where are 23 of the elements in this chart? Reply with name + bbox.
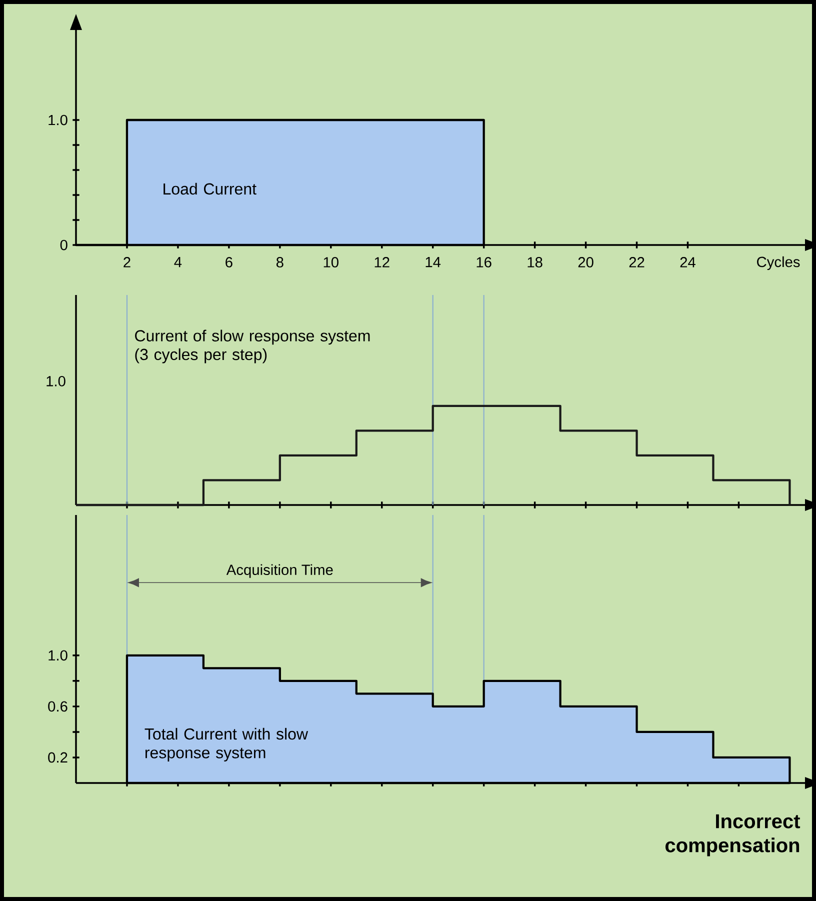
x-tick-label: 12 bbox=[374, 257, 390, 268]
series-label: Load Current bbox=[164, 182, 256, 195]
x-tick-label: 2 bbox=[124, 257, 130, 268]
x-tick-label: 8 bbox=[276, 257, 284, 268]
x-tick-label: 14 bbox=[426, 257, 441, 268]
x-tick-label: 10 bbox=[324, 257, 338, 268]
y-tick-label: 0.2 bbox=[48, 752, 68, 763]
text: Incorrect compensation bbox=[665, 814, 800, 856]
annotation: Acquisition Time bbox=[226, 564, 333, 578]
text: Current of slow response system (3 cycles per step) bbox=[135, 330, 370, 364]
x-tick-label: 16 bbox=[476, 257, 492, 268]
x-tick-label: 18 bbox=[528, 257, 542, 268]
y-tick-label: 1.0 bbox=[48, 650, 68, 661]
y-tick-label: 1.0 bbox=[48, 114, 68, 126]
x-tick-label: 22 bbox=[629, 257, 644, 268]
y-tick-label: 0 bbox=[60, 240, 68, 250]
x-tick-label: 20 bbox=[578, 257, 594, 268]
x-tick-label: 24 bbox=[680, 257, 696, 268]
x-tick-label: 4 bbox=[174, 257, 182, 268]
x-axis-title: Cycles bbox=[757, 256, 800, 270]
series-label: Total Current with slow response system bbox=[144, 728, 308, 762]
y-tick-label: 0.6 bbox=[48, 701, 68, 712]
x-tick-label: 6 bbox=[226, 257, 232, 268]
